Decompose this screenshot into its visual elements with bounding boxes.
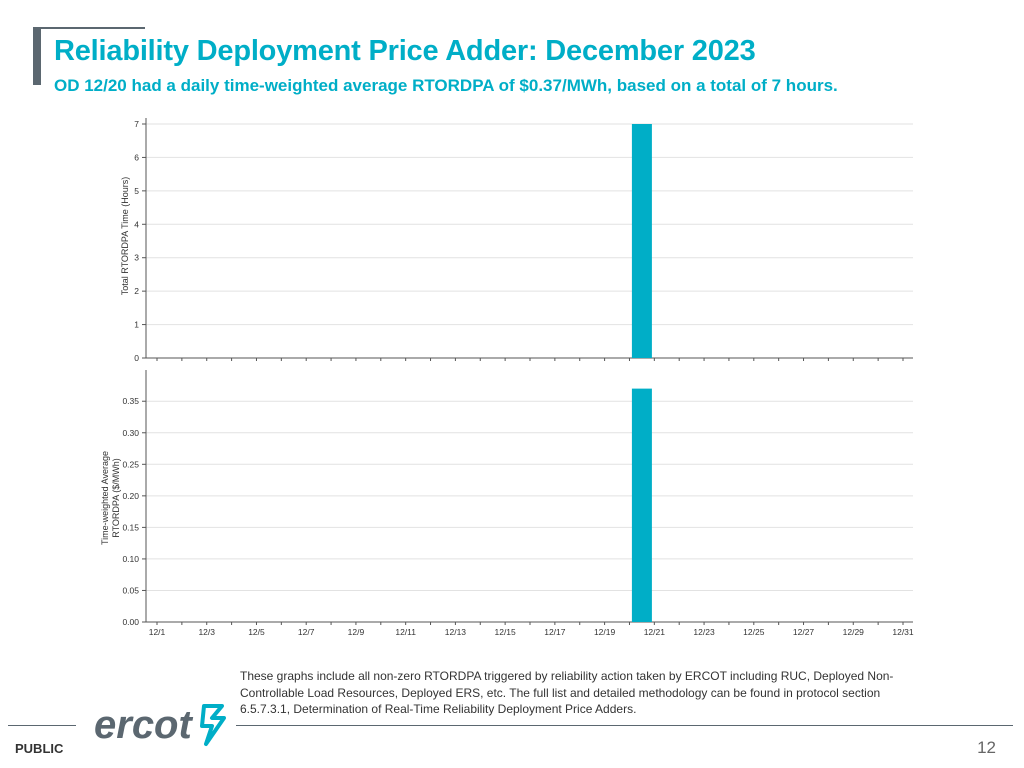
y-tick-label: 0.00 <box>122 617 139 627</box>
classification-label: PUBLIC <box>15 741 64 756</box>
x-tick-label: 12/25 <box>743 627 765 637</box>
title-accent-bar <box>33 27 41 85</box>
y-tick-label: 0.30 <box>122 428 139 438</box>
y-axis-label: Total RTORDPA Time (Hours) <box>120 177 130 296</box>
y-tick-label: 0.35 <box>122 396 139 406</box>
y-tick-label: 0.20 <box>122 491 139 501</box>
y-tick-label: 0 <box>134 353 139 363</box>
y-tick-label: 0.15 <box>122 522 139 532</box>
footnote: These graphs include all non-zero RTORDP… <box>240 669 894 716</box>
y-tick-label: 0.05 <box>122 585 139 595</box>
x-tick-label: 12/27 <box>793 627 815 637</box>
chart-1: 0 1 2 3 4 5 6 7 Total RTORDPA Time (Hours) <box>120 118 913 363</box>
x-tick-label: 12/13 <box>445 627 467 637</box>
page-title: Reliability Deployment Price Adder: Dece… <box>54 35 756 67</box>
y-axis-label: Time-weighted AverageRTORDPA ($/MWh) <box>100 451 121 545</box>
footer-divider-right <box>236 725 1013 726</box>
y-axis-label-line: RTORDPA ($/MWh) <box>111 458 121 538</box>
y-tick-label: 5 <box>134 186 139 196</box>
x-tick-label: 12/21 <box>644 627 666 637</box>
x-tick-label: 12/7 <box>298 627 315 637</box>
title-accent-line <box>33 27 145 29</box>
y-tick-label: 2 <box>134 286 139 296</box>
x-tick-label: 12/23 <box>693 627 715 637</box>
x-tick-label: 12/29 <box>843 627 865 637</box>
bar-12-20 <box>631 124 652 358</box>
bar-12-20 <box>631 388 652 622</box>
y-tick-label: 0.25 <box>122 459 139 469</box>
y-axis-label-line: Total RTORDPA Time (Hours) <box>120 177 130 296</box>
x-tick-label: 12/3 <box>198 627 215 637</box>
y-tick-label: 0.10 <box>122 554 139 564</box>
ercot-logo: ercot <box>94 703 226 747</box>
page-subtitle: OD 12/20 had a daily time-weighted avera… <box>54 76 838 95</box>
chart-2: 0.00 0.05 0.10 0.15 0.20 0.25 0.30 0.35 12/1 12/3… <box>100 370 914 637</box>
x-tick-label: 12/31 <box>892 627 914 637</box>
x-tick-label: 12/1 <box>149 627 166 637</box>
x-tick-label: 12/9 <box>348 627 365 637</box>
footer-divider-left <box>8 725 76 726</box>
x-tick-label: 12/5 <box>248 627 265 637</box>
lightning-bolt-icon <box>200 704 226 746</box>
ercot-logo-text: ercot <box>94 703 193 747</box>
x-tick-label: 12/17 <box>544 627 566 637</box>
y-tick-label: 7 <box>134 119 139 129</box>
y-axis-label-line: Time-weighted Average <box>100 451 110 545</box>
x-tick-label: 12/11 <box>395 627 416 637</box>
x-tick-label: 12/15 <box>494 627 516 637</box>
page-number: 12 <box>977 738 996 757</box>
y-tick-label: 6 <box>134 152 139 162</box>
y-tick-label: 1 <box>134 320 139 330</box>
x-tick-label: 12/19 <box>594 627 616 637</box>
y-tick-label: 4 <box>134 219 139 229</box>
y-tick-label: 3 <box>134 253 139 263</box>
